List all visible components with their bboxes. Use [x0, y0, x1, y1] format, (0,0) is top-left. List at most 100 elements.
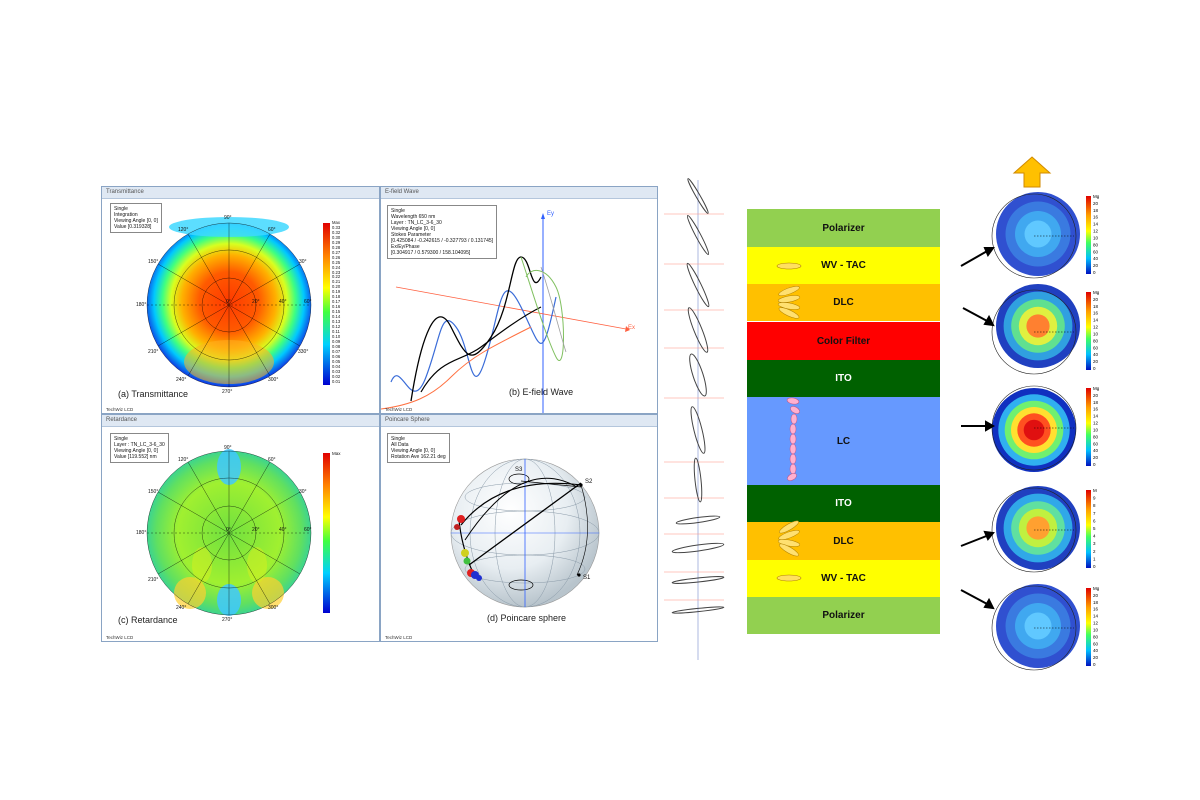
- mini-colorbar-label: 40: [1093, 648, 1099, 653]
- angle-label: 300°: [268, 605, 279, 611]
- retardance-caption: (c) Retardance: [118, 615, 178, 625]
- layer-label: ITO: [835, 498, 852, 509]
- info-line: [0.304917 / 0.579300 / 158.104095]: [391, 250, 471, 256]
- s2-label: S2: [585, 479, 593, 485]
- retardance-angle-labels: 90° 60° 30° 180° 150° 120° 210° 240° 270…: [102, 415, 379, 641]
- mini-colorbar-label: 10: [1093, 428, 1099, 433]
- mini-colorbar-label: 10: [1093, 628, 1099, 633]
- mini-colorbar-label: 0: [1093, 662, 1096, 667]
- retardance-info-box: Single Layer : TN_LC_3-6_30 Viewing Angl…: [110, 433, 169, 463]
- angle-label: 150°: [148, 489, 159, 495]
- mini-colorbar-label: 3: [1093, 541, 1096, 546]
- mini-colorbar-label: 4: [1093, 534, 1096, 539]
- mini-colorbar-label: 60: [1093, 441, 1099, 446]
- angle-label: 120°: [178, 227, 189, 233]
- radial-label: 20°: [252, 527, 260, 533]
- radial-label: 20°: [252, 299, 260, 305]
- retardance-panel[interactable]: Retardance Single Layer : TN_LC_3-6_30 V…: [101, 414, 380, 642]
- polarization-ellipse-column: [664, 178, 725, 660]
- mini-colorbar-label: 20: [1093, 263, 1099, 268]
- efield-caption: (b) E-field Wave: [509, 387, 574, 397]
- retardance-polar-plot: [146, 449, 330, 616]
- mini-colorbar-label: 40: [1093, 448, 1099, 453]
- transmittance-angle-labels: 90° 60° 30° 180° 150° 120° 210° 240° 270…: [102, 187, 379, 413]
- mini-colorbar-label: 60: [1093, 641, 1099, 646]
- colorbar-label: 0.04: [332, 363, 341, 369]
- angle-label: 210°: [148, 577, 159, 583]
- angle-label: 180°: [136, 530, 147, 536]
- radial-label: 60°: [304, 527, 312, 533]
- poincare-panel[interactable]: Poincare Sphere Single All Data Viewing …: [380, 414, 658, 642]
- mini-colorbar-label: 12: [1093, 325, 1099, 330]
- mini-colorbar-label: 20: [1093, 297, 1099, 302]
- info-line: Single: [114, 436, 128, 442]
- colorbar-label: 0.09: [332, 338, 341, 344]
- layer-label: Color Filter: [816, 335, 871, 347]
- efield-footer: TechWiz LCD: [385, 407, 413, 412]
- layer-polarizer: Polarizer: [747, 209, 940, 247]
- colorbar-label: 0.12: [332, 324, 341, 330]
- mini-colorbar-label: 8: [1093, 503, 1096, 508]
- colorbar-label: 0.25: [332, 259, 341, 265]
- mini-colorbar-label: Mg: [1093, 586, 1100, 591]
- mini-colorbar-label: 18: [1093, 400, 1099, 405]
- colorbar-label: 0.32: [332, 229, 341, 235]
- s1-label: S1: [583, 575, 591, 581]
- retardance-panel-title: Retardance: [102, 415, 379, 427]
- layer-ito: ITO: [747, 485, 940, 522]
- poincare-sphere: [450, 458, 600, 608]
- layer-label: Polarizer: [822, 610, 865, 621]
- mini-colorbar-label: 80: [1093, 338, 1099, 343]
- info-line: Rotation Ave 162.21 deg: [391, 454, 446, 460]
- colorbar-label: 0.13: [332, 319, 341, 325]
- colorbar-label: 0.17: [332, 299, 341, 305]
- mini-colorbar-label: 80: [1093, 434, 1099, 439]
- colorbar-label: 0.24: [332, 264, 341, 270]
- colorbar-label: 0.02: [332, 373, 341, 379]
- angle-label: 270°: [222, 617, 233, 623]
- colorbar-label: 0.01: [332, 378, 341, 384]
- colorbar-label: 0.15: [332, 309, 341, 315]
- transmittance-colorbar-labels: Max 0.33 0.32 0.30 0.29 0.28 0.27 0.26 0.25 0.24 0…: [332, 220, 341, 384]
- mini-colorbar-label: 20: [1093, 455, 1099, 460]
- mini-colorbar-label: 18: [1093, 304, 1099, 309]
- layer-color-filter: Color Filter: [747, 322, 940, 360]
- info-line: Stokes Parameter: [391, 232, 432, 238]
- info-line: All Data: [391, 442, 409, 448]
- angle-label: 240°: [176, 377, 187, 383]
- mini-colorbar-label: 14: [1093, 414, 1099, 419]
- info-line: [0.425084 / -0.242615 / -0.327793 / 0.13…: [391, 238, 494, 244]
- mini-colorbar-label: 20: [1093, 201, 1099, 206]
- angle-label: 180°: [136, 302, 147, 308]
- transmittance-info-box: Single Integration Viewing Angle [0, 0] …: [110, 203, 162, 233]
- radial-label: 60°: [304, 299, 312, 305]
- s3-label: S3: [515, 467, 523, 473]
- angle-label: 300°: [268, 377, 279, 383]
- mini-colorbar-label: 12: [1093, 621, 1099, 626]
- mini-colorbar-label: 80: [1093, 634, 1099, 639]
- mini-colorbar-label: 2: [1093, 549, 1096, 554]
- angle-label: 270°: [222, 389, 233, 395]
- transmittance-panel[interactable]: Transmittance Single Integration Viewing…: [101, 186, 380, 414]
- angle-label: 150°: [148, 259, 159, 265]
- mini-colorbar-label: 0: [1093, 270, 1096, 275]
- info-line: Viewing Angle [0, 0]: [114, 448, 158, 454]
- info-line: Integration: [114, 212, 138, 218]
- transmittance-polar-plot: [146, 217, 330, 388]
- angle-label: 330°: [298, 349, 309, 355]
- mini-colorbar-label: 10: [1093, 332, 1099, 337]
- colorbar-label: 0.33: [332, 224, 341, 230]
- colorbar-label: 0.21: [332, 279, 341, 285]
- poincare-info-box: Single All Data Viewing Angle [0, 0] Rot…: [387, 433, 450, 463]
- mini-colorbar-label: 60: [1093, 249, 1099, 254]
- colorbar-label: 0.18: [332, 294, 341, 300]
- angle-label: 120°: [178, 457, 189, 463]
- mini-colorbar-label: 20: [1093, 655, 1099, 660]
- efield-panel-title: E-field Wave: [381, 187, 657, 199]
- colorbar-label: 0.29: [332, 239, 341, 245]
- mini-colorbar-label: 0: [1093, 462, 1096, 467]
- efield-panel[interactable]: E-field Wave Single Wavelength 650 nm La…: [380, 186, 658, 414]
